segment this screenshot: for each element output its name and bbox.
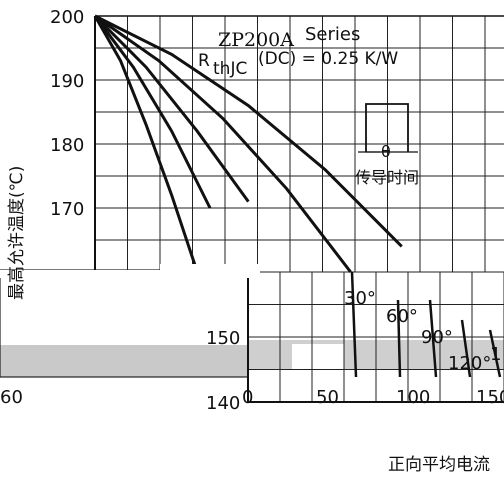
series-line-60° bbox=[93, 15, 212, 209]
x-tick-label: 150 bbox=[476, 387, 504, 408]
y-tick-label: 170 bbox=[50, 199, 84, 220]
series-curves bbox=[93, 14, 502, 378]
y-tick-label: 180 bbox=[50, 135, 84, 156]
series-lower-segment-60° bbox=[396, 299, 402, 378]
rth-value: (DC) = 0.25 K/W bbox=[258, 49, 398, 69]
series-line-90° bbox=[93, 14, 250, 203]
angle-label-180: 1 bbox=[490, 344, 501, 365]
cutout-label-mask bbox=[160, 264, 260, 278]
conduction-pulse-diagram: θ 传导时间 bbox=[355, 103, 419, 187]
y-tick-label: 150 bbox=[206, 328, 240, 349]
x-tick-label: 0 bbox=[242, 387, 253, 408]
series-label: Series bbox=[305, 24, 360, 45]
series-line-30° bbox=[93, 15, 199, 273]
scan-cutout bbox=[0, 264, 260, 278]
rth-subscript: thJC bbox=[213, 59, 247, 79]
axes bbox=[94, 15, 504, 403]
angle-label-120: 120° bbox=[448, 353, 491, 374]
series-lower-segment-180° bbox=[488, 329, 502, 378]
series-lower-segment-90° bbox=[428, 299, 438, 378]
left-partial-tick: 60 bbox=[0, 387, 23, 408]
y-axis-label: 最高允许温度(℃) bbox=[7, 166, 27, 300]
y-tick-label: 140 bbox=[206, 393, 240, 414]
x-tick-label: 50 bbox=[316, 387, 339, 408]
series-lower-segment-30° bbox=[350, 271, 358, 378]
conduction-time-label: 传导时间 bbox=[355, 168, 419, 187]
series-lower-segment-120° bbox=[460, 319, 472, 378]
x-tick-label: 100 bbox=[396, 387, 430, 408]
y-tick-label: 200 bbox=[50, 7, 84, 28]
angle-label-90: 90° bbox=[421, 327, 453, 348]
lower-left-gray-band bbox=[0, 345, 248, 377]
angle-label-60: 60° bbox=[386, 306, 418, 327]
y-tick-label: 190 bbox=[50, 71, 84, 92]
angle-label-30: 30° bbox=[344, 288, 376, 309]
theta-symbol: θ bbox=[381, 142, 391, 161]
lower-right-white-gap bbox=[292, 344, 344, 370]
rth-prefix: R bbox=[198, 51, 210, 71]
chart-title: ZP200A bbox=[218, 29, 294, 51]
series-line-120° bbox=[94, 14, 352, 273]
x-axis-label: 正向平均电流 bbox=[388, 455, 490, 475]
cutout-strip bbox=[0, 270, 248, 278]
series-line-180° bbox=[94, 14, 403, 248]
